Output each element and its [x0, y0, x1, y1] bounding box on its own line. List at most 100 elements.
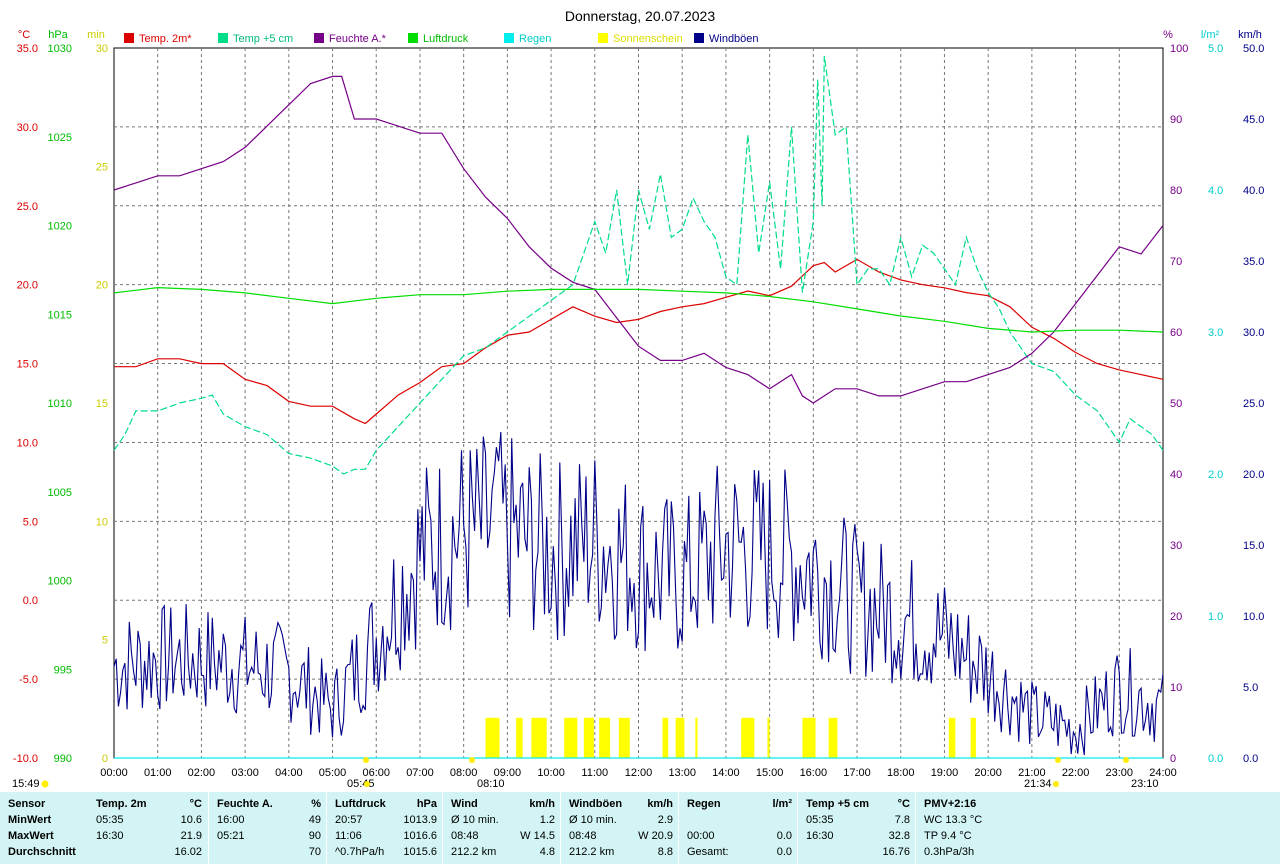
tick-label-temp: -5.0	[19, 674, 38, 686]
stats-column-unit: l/m²	[772, 798, 792, 810]
sunshine-bar	[970, 717, 976, 758]
tick-label-temp: -10.0	[13, 753, 38, 765]
axis-unit-pressure: hPa	[48, 29, 68, 41]
stats-column-name: Regen	[687, 798, 721, 810]
stats-cell-value: 0.0	[776, 830, 792, 842]
sun-icon	[41, 780, 49, 788]
tick-label-humidity: 40	[1170, 469, 1182, 481]
tick-label-time: 11:00	[581, 767, 608, 779]
stats-cell-label: Ø 10 min.	[569, 814, 617, 826]
stats-column: Wind km/h Ø 10 min. 1.2 08:48 W 14.5 212.2 km 4…	[442, 792, 561, 864]
tick-label-time: 08:00	[450, 767, 478, 779]
stats-column-name: Temp. 2m	[96, 798, 147, 810]
legend-item-humidity: Feuchte A.*	[314, 33, 387, 45]
stats-cell-label: 05:35	[96, 814, 124, 826]
tick-label-pressure: 1010	[48, 398, 72, 410]
stats-column-unit: °C	[189, 798, 202, 810]
tick-label-time: 13:00	[668, 767, 696, 779]
sun-icon	[1053, 781, 1059, 787]
tick-label-humidity: 20	[1170, 611, 1182, 623]
legend-item-temp5cm: Temp +5 cm	[218, 33, 293, 45]
axis-unit-humidity: %	[1163, 29, 1173, 41]
sunrise-marker: 05:45	[347, 757, 375, 790]
sunshine-bar	[662, 717, 669, 758]
prev-time-label: 15:49	[12, 778, 40, 790]
tick-label-sun: 0	[102, 753, 108, 765]
tick-label-pressure: 1015	[48, 309, 72, 321]
stats-column-unit: km/h	[529, 798, 555, 810]
moon-icon	[1123, 757, 1129, 763]
sunshine-bar	[516, 717, 523, 758]
tick-label-temp: 30.0	[17, 122, 38, 134]
stats-cell-label: Gesamt:	[687, 846, 729, 858]
prev-time-marker: 15:49	[12, 778, 49, 790]
tick-label-temp: 35.0	[17, 43, 38, 55]
tick-label-pressure: 1000	[48, 576, 72, 588]
tick-label-pressure: 1005	[48, 487, 72, 499]
tick-label-wind: 0.0	[1243, 753, 1258, 765]
tick-label-rain: 3.0	[1208, 327, 1223, 339]
tick-label-pressure: 990	[54, 753, 72, 765]
tick-label-time: 14:00	[712, 767, 740, 779]
markers: 15:49 05:45 08:10 21:34 23:10	[12, 757, 1159, 790]
stats-column-name: Temp +5 cm	[806, 798, 870, 810]
stats-cell-value: 70	[308, 846, 321, 858]
legend-label: Temp. 2m*	[139, 33, 192, 45]
stats-cell-label: 05:35	[806, 814, 834, 826]
tick-label-humidity: 30	[1170, 540, 1182, 552]
stats-column: Temp. 2m °C 05:35 10.6 16:30 21.9 16.02	[88, 792, 208, 864]
tick-label-time: 15:00	[756, 767, 784, 779]
tick-label-wind: 5.0	[1243, 682, 1258, 694]
sunshine-bar	[695, 717, 698, 758]
chart-title: Donnerstag, 20.07.2023	[565, 8, 715, 24]
stats-column-name: PMV+2:16	[924, 798, 977, 810]
stats-cell-label: Ø 10 min.	[451, 814, 499, 826]
tick-label-humidity: 50	[1170, 398, 1182, 410]
stats-cell-label: 16:00	[217, 814, 245, 826]
legend-item-temp2m: Temp. 2m*	[124, 33, 192, 45]
tick-label-time: 03:00	[231, 767, 259, 779]
sunshine-bar	[618, 717, 630, 758]
stats-column-name: Wind	[451, 798, 478, 810]
stats-cell-label: 20:57	[335, 814, 363, 826]
stats-cell-label: 08:48	[451, 830, 479, 842]
legend-item-gusts: Windböen	[694, 33, 759, 45]
stats-cell-label: TP 9.4 °C	[924, 830, 972, 842]
stats-cell-value: 21.9	[180, 830, 202, 842]
moon-b-label: 23:10	[1131, 778, 1159, 790]
stats-cell-value: 10.6	[180, 814, 202, 826]
stats-avg-label: Durchschnitt	[8, 846, 76, 858]
tick-label-humidity: 70	[1170, 256, 1182, 268]
series-temp5cm	[113, 55, 1164, 475]
moon-icon	[469, 757, 475, 763]
stats-cell-value: W 14.5	[520, 830, 555, 842]
axis-unit-rain: l/m²	[1201, 29, 1220, 41]
grid	[114, 48, 1163, 758]
sunshine-bar	[828, 717, 838, 758]
stats-cell-value: 16.76	[882, 846, 910, 858]
moon-a-marker: 08:10	[469, 757, 505, 790]
tick-label-humidity: 80	[1170, 185, 1182, 197]
stats-sensor-label: Sensor	[8, 798, 46, 810]
stats-column-unit: km/h	[647, 798, 673, 810]
weather-chart: Donnerstag, 20.07.2023 °C hPa min % l/m²…	[12, 8, 1264, 790]
tick-label-wind: 20.0	[1243, 469, 1264, 481]
stats-column: Temp +5 cm °C 05:35 7.8 16:30 32.8 16.76	[797, 792, 916, 864]
tick-label-wind: 30.0	[1243, 327, 1264, 339]
stats-column: Regen l/m² 00:00 0.0 Gesamt: 0.0	[678, 792, 798, 864]
stats-column: Luftdruck hPa 20:57 1013.9 11:06 1016.6 ^0.7hP…	[326, 792, 443, 864]
stats-cell-value: 0.0	[776, 846, 792, 858]
tick-label-wind: 45.0	[1243, 114, 1264, 126]
sunshine-bar	[531, 717, 547, 758]
stats-cell-label: 00:00	[687, 830, 715, 842]
stats-column-name: Luftdruck	[335, 798, 386, 810]
sunshine-bar	[564, 717, 578, 758]
axis-unit-sun: min	[87, 29, 105, 41]
tick-label-time: 12:00	[625, 767, 653, 779]
sunrise-label: 05:45	[347, 778, 375, 790]
stats-cell-label: 16:30	[806, 830, 834, 842]
stats-cell-value: 4.8	[539, 846, 555, 858]
tick-label-temp: 10.0	[17, 437, 38, 449]
series-pressure	[113, 286, 1164, 333]
stats-cell-value: 7.8	[894, 814, 910, 826]
